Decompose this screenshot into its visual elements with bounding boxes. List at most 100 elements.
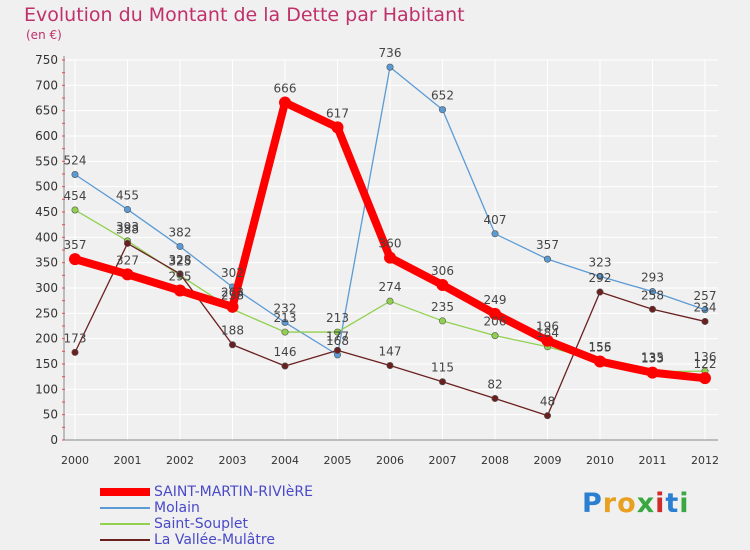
data-label: 177 bbox=[326, 329, 349, 343]
y-tick-label: 300 bbox=[35, 281, 58, 295]
data-label: 274 bbox=[379, 280, 402, 294]
data-label: 302 bbox=[221, 266, 244, 280]
x-tick-label: 2012 bbox=[691, 454, 719, 467]
y-tick-label: 750 bbox=[35, 53, 58, 67]
y-tick-label: 0 bbox=[50, 433, 58, 447]
x-tick-label: 2005 bbox=[324, 454, 352, 467]
data-point bbox=[124, 239, 132, 247]
data-point bbox=[124, 205, 132, 213]
legend-label: SAINT-MARTIN-RIVIèRE bbox=[154, 484, 313, 500]
data-label: 146 bbox=[274, 345, 297, 359]
data-point bbox=[489, 307, 501, 320]
x-tick-label: 2007 bbox=[429, 454, 457, 467]
data-label: 524 bbox=[64, 154, 87, 168]
data-label: 232 bbox=[274, 301, 297, 315]
brand-letter: o bbox=[617, 488, 637, 519]
data-label: 184 bbox=[536, 326, 559, 340]
brand-letter: P bbox=[582, 488, 603, 519]
data-label: 388 bbox=[116, 222, 139, 236]
data-point bbox=[438, 106, 446, 114]
data-point bbox=[438, 378, 446, 386]
data-point bbox=[229, 341, 237, 349]
y-tick-label: 400 bbox=[35, 230, 58, 244]
data-label: 122 bbox=[694, 357, 717, 371]
data-label: 135 bbox=[641, 351, 664, 365]
chart-title: Evolution du Montant de la Dette par Hab… bbox=[24, 4, 465, 26]
brand-letter: r bbox=[602, 488, 618, 519]
legend-label: Saint-Souplet bbox=[154, 516, 248, 532]
data-label: 455 bbox=[116, 188, 139, 202]
x-tick-label: 2008 bbox=[481, 454, 509, 467]
data-label: 82 bbox=[487, 377, 502, 391]
data-point bbox=[71, 171, 79, 179]
data-label: 263 bbox=[221, 286, 244, 300]
data-label: 407 bbox=[484, 213, 507, 227]
y-tick-label: 350 bbox=[35, 256, 58, 270]
y-tick-label: 200 bbox=[35, 332, 58, 346]
data-label: 249 bbox=[484, 293, 507, 307]
y-tick-label: 600 bbox=[35, 129, 58, 143]
data-label: 306 bbox=[431, 264, 454, 278]
y-tick-label: 500 bbox=[35, 180, 58, 194]
data-label: 234 bbox=[694, 300, 717, 314]
y-tick-label: 250 bbox=[35, 306, 58, 320]
data-point bbox=[648, 305, 656, 313]
data-label: 357 bbox=[64, 238, 87, 252]
data-point bbox=[279, 96, 291, 109]
line-chart: 0 50 100 150 200 250 300 350 400 450 500 550 600 650 7… bbox=[35, 46, 719, 467]
data-label: 360 bbox=[379, 237, 402, 251]
data-label: 295 bbox=[169, 270, 192, 284]
data-point bbox=[386, 63, 394, 71]
data-label: 258 bbox=[221, 288, 244, 302]
y-tick-label: 650 bbox=[35, 104, 58, 118]
data-point bbox=[174, 284, 186, 297]
data-point bbox=[646, 366, 659, 379]
data-label: 617 bbox=[326, 106, 349, 120]
chart-subtitle: (en €) bbox=[26, 28, 62, 42]
x-tick-label: 2000 bbox=[61, 454, 89, 467]
data-label: 393 bbox=[116, 220, 139, 234]
x-tick-label: 2002 bbox=[166, 454, 194, 467]
x-tick-label: 2010 bbox=[586, 454, 614, 467]
data-label: 666 bbox=[274, 82, 297, 96]
y-tick-label: 150 bbox=[35, 357, 58, 371]
data-point bbox=[436, 278, 449, 291]
data-label: 188 bbox=[221, 324, 244, 338]
legend-swatch bbox=[100, 539, 150, 541]
data-label: 136 bbox=[694, 350, 717, 364]
data-point bbox=[333, 346, 341, 354]
data-point bbox=[543, 255, 551, 263]
legend-swatch bbox=[100, 507, 150, 509]
x-tick-label: 2004 bbox=[271, 454, 299, 467]
data-point bbox=[386, 297, 394, 305]
data-label: 48 bbox=[540, 395, 555, 409]
legend-swatch bbox=[100, 488, 150, 496]
x-tick-label: 2009 bbox=[534, 454, 562, 467]
data-point bbox=[594, 355, 606, 368]
data-point bbox=[333, 328, 341, 336]
data-point bbox=[699, 372, 711, 385]
data-label: 147 bbox=[379, 345, 402, 359]
data-point bbox=[701, 317, 709, 325]
brand-letter: x bbox=[636, 488, 656, 519]
data-point bbox=[281, 328, 289, 336]
data-point bbox=[121, 268, 134, 281]
data-point bbox=[543, 412, 551, 420]
data-label: 357 bbox=[536, 238, 559, 252]
data-point bbox=[491, 230, 499, 238]
data-point bbox=[701, 306, 709, 314]
data-label: 115 bbox=[431, 361, 454, 375]
brand-letter: i bbox=[655, 488, 666, 519]
data-label: 155 bbox=[589, 340, 612, 354]
data-point bbox=[596, 272, 604, 280]
data-point bbox=[384, 251, 396, 264]
y-tick-label: 50 bbox=[43, 408, 58, 422]
data-label: 213 bbox=[326, 311, 349, 325]
data-point bbox=[491, 394, 499, 402]
y-tick-label: 450 bbox=[35, 205, 58, 219]
data-label: 235 bbox=[431, 300, 454, 314]
brand-logo: Proxiti bbox=[582, 488, 690, 519]
data-label: 454 bbox=[64, 189, 87, 203]
y-tick-label: 700 bbox=[35, 78, 58, 92]
data-point bbox=[281, 318, 289, 326]
